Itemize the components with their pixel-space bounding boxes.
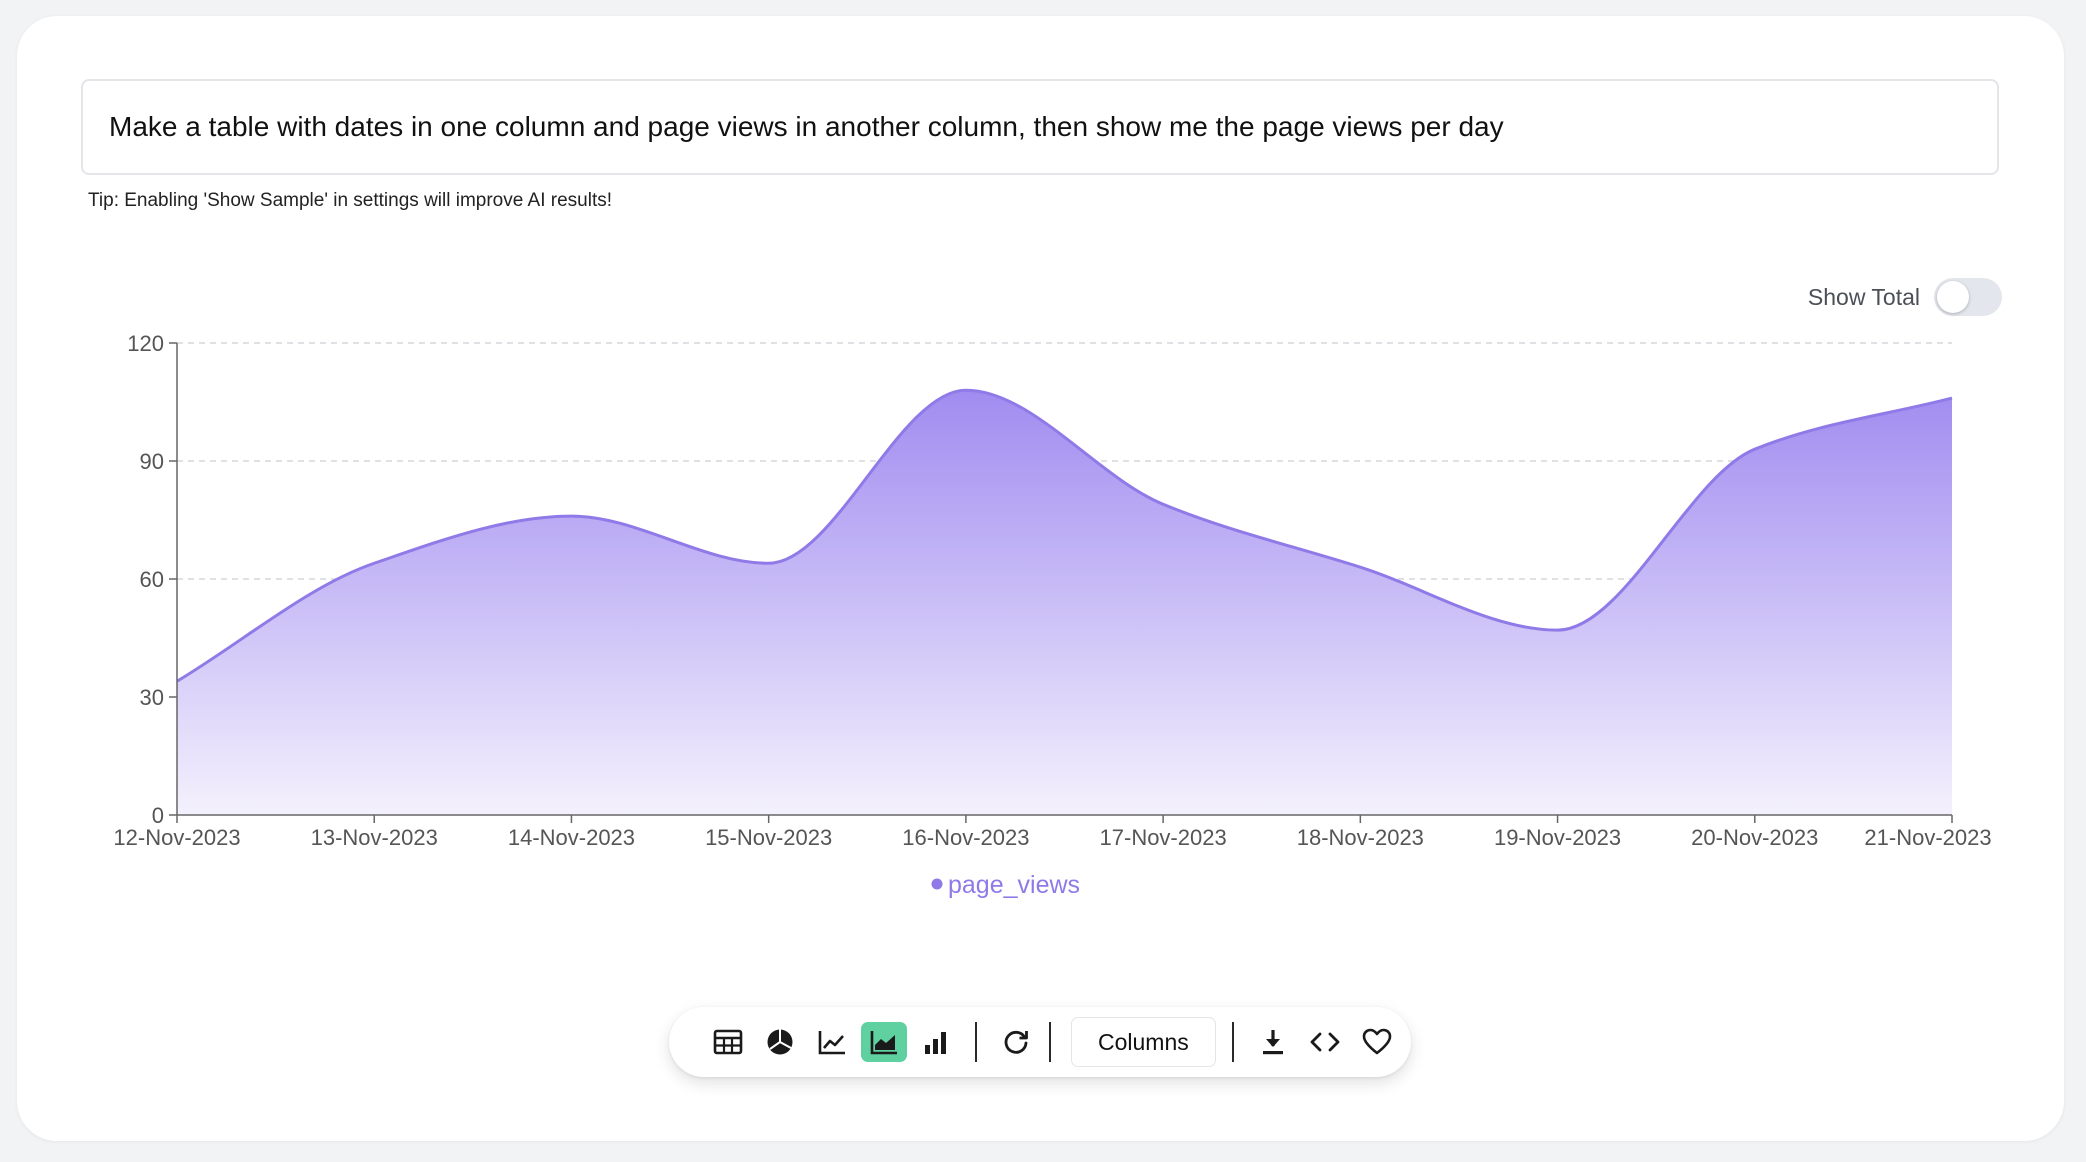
x-tick-label: 19-Nov-2023 — [1494, 825, 1621, 850]
view-toolbar: Columns — [669, 1007, 1411, 1077]
x-tick-label: 13-Nov-2023 — [311, 825, 438, 850]
x-tick-label: 18-Nov-2023 — [1297, 825, 1424, 850]
legend-marker — [931, 878, 943, 890]
show-total-label: Show Total — [1807, 283, 1920, 310]
toolbar-divider — [1231, 1022, 1234, 1062]
line-chart-icon — [818, 1031, 845, 1055]
y-tick-label: 30 — [140, 685, 164, 710]
tip-text: Tip: Enabling 'Show Sample' in settings … — [88, 190, 613, 211]
table-view-button[interactable] — [705, 1022, 751, 1062]
y-tick-label: 0 — [152, 803, 164, 828]
code-icon — [1310, 1032, 1340, 1052]
x-tick-label: 14-Nov-2023 — [508, 825, 635, 850]
toolbar-divider — [975, 1022, 977, 1062]
table-icon — [713, 1029, 743, 1055]
x-tick-label: 16-Nov-2023 — [902, 825, 1029, 850]
x-tick-label: 12-Nov-2023 — [113, 825, 240, 850]
y-tick-label: 60 — [140, 567, 164, 592]
columns-button[interactable]: Columns — [1071, 1017, 1216, 1067]
show-total-control: Show Total — [1808, 278, 2002, 316]
series-area — [176, 388, 1953, 815]
toolbar-divider — [1049, 1022, 1051, 1062]
toggle-knob — [1937, 281, 1969, 313]
show-total-toggle[interactable] — [1934, 278, 2002, 316]
area-chart-icon — [870, 1031, 897, 1055]
axes: 0 30 60 90 120 12-Nov-2023 13-Nov-2023 14-Nov-2… — [113, 331, 1991, 850]
prompt-text: Make a table with dates in one column an… — [109, 111, 1504, 142]
legend: page_views — [931, 871, 1080, 899]
area-fill — [177, 390, 1952, 815]
area-chart-button[interactable] — [861, 1022, 907, 1062]
download-button[interactable] — [1250, 1022, 1296, 1062]
area-line — [176, 388, 1953, 683]
heart-icon — [1362, 1028, 1392, 1055]
x-tick-label: 21-Nov-2023 — [1864, 825, 1991, 850]
line-chart-button[interactable] — [809, 1022, 855, 1062]
favorite-button[interactable] — [1354, 1022, 1400, 1062]
x-tick-label: 17-Nov-2023 — [1100, 825, 1227, 850]
prompt-input[interactable]: Make a table with dates in one column an… — [81, 79, 1999, 175]
refresh-button[interactable] — [993, 1022, 1039, 1062]
legend-label: page_views — [948, 871, 1080, 899]
area-chart: 0 30 60 90 120 12-Nov-2023 13-Nov-2023 14-Nov-2… — [113, 331, 1991, 899]
x-tick-label: 15-Nov-2023 — [705, 825, 832, 850]
bar-chart-button[interactable] — [913, 1022, 959, 1062]
x-tick-label: 20-Nov-2023 — [1691, 825, 1818, 850]
view-code-button[interactable] — [1302, 1022, 1348, 1062]
refresh-icon — [1004, 1030, 1028, 1054]
pie-chart-button[interactable] — [757, 1022, 803, 1062]
download-icon — [1262, 1030, 1283, 1055]
bar-chart-icon — [925, 1032, 946, 1054]
pie-chart-icon — [767, 1029, 793, 1055]
y-tick-label: 90 — [140, 449, 164, 474]
y-tick-label: 120 — [127, 331, 164, 356]
